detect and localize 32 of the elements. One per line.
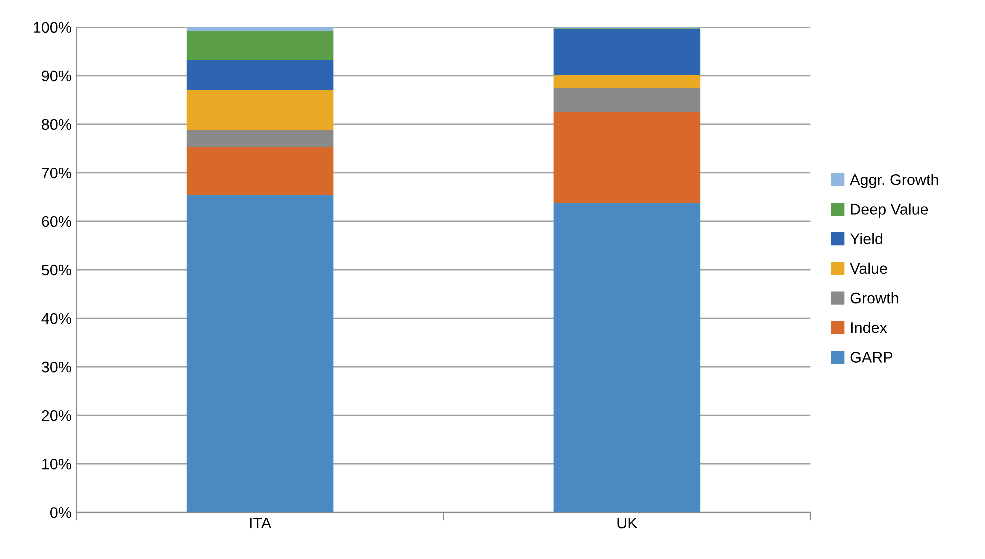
y-tick-label: 50% [42,264,72,276]
y-tick-label: 20% [42,410,72,422]
bar [554,75,701,89]
bar [186,27,334,32]
legend-label: Aggr. Growth [850,174,938,188]
bar [186,31,334,60]
legend-label: Index [851,322,888,334]
y-tick-label: 10% [42,458,72,470]
legend-label: Yield [850,233,882,245]
legend-label: Value [850,262,888,274]
y-tick-label: 70% [42,168,72,179]
bar [186,60,334,90]
x-tick-label: ITA [250,518,272,529]
legend-label: GARP [850,352,893,363]
y-tick-label: 30% [42,362,72,373]
x-tick-label: UK [618,518,638,529]
bar [554,112,701,204]
bar [554,204,701,513]
y-tick-label: 40% [42,313,72,324]
bar [186,130,334,148]
bar [554,88,701,112]
y-tick-label: 100% [34,22,72,34]
y-tick-label: 0% [50,507,72,518]
y-tick-label: 90% [42,70,72,82]
legend-label: Growth [850,292,898,304]
bar [186,90,334,130]
bar [186,147,334,196]
legend-label: Deep Value [851,204,928,218]
bar [186,195,334,513]
bar [554,28,701,76]
y-tick-label: 60% [42,216,72,228]
y-tick-label: 80% [42,119,72,130]
